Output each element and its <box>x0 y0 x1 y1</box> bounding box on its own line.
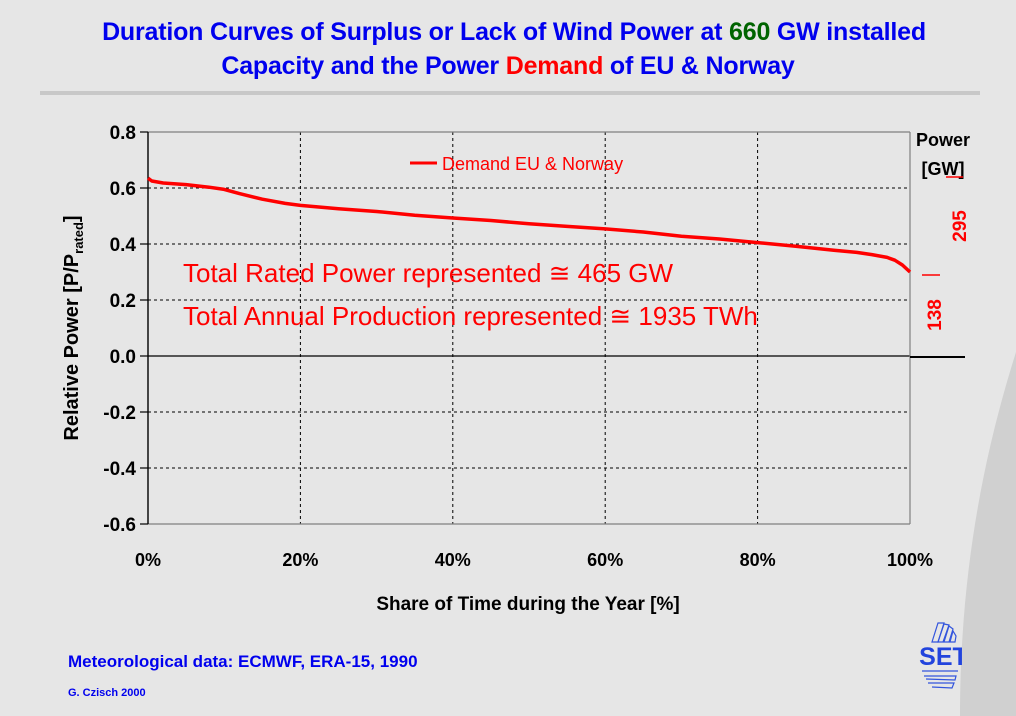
legend-label-demand: Demand EU & Norway <box>442 154 623 174</box>
x-tick-labels: 0% 20% 40% 60% 80% 100% <box>135 550 933 570</box>
y-tick-label: 0.6 <box>110 179 136 200</box>
y-tick-label: 0.4 <box>110 235 137 256</box>
title-text: of EU & Norway <box>603 52 795 80</box>
logo-text: ISET <box>918 643 962 671</box>
secondary-power-axis: Power [GW] 295 138 <box>910 130 971 358</box>
x-tick-label: 60% <box>587 550 623 570</box>
x-tick-label: 80% <box>740 550 776 570</box>
title-underline <box>40 91 980 95</box>
annotation-annual-production: Total Annual Production represented ≅ 19… <box>183 301 758 331</box>
secondary-axis-label-unit: [GW] <box>922 159 965 179</box>
secondary-tick-295: 295 <box>950 210 971 242</box>
background-light-fill <box>0 0 925 716</box>
title-text: Duration Curves of Surplus or Lack of Wi… <box>102 18 730 46</box>
title-text: GW installed <box>770 18 926 46</box>
title-line-1: Duration Curves of Surplus or Lack of Wi… <box>6 18 1016 47</box>
iset-logo: ISET <box>918 622 962 689</box>
author-credit: G. Czisch 2000 <box>68 687 146 699</box>
series-points-demand <box>147 178 911 273</box>
y-axis-label-end: ] <box>61 215 83 222</box>
y-axis-label-main: Relative Power [P/P <box>61 254 83 441</box>
secondary-tick-138: 138 <box>925 299 946 331</box>
series-line-demand <box>146 176 912 274</box>
y-tick-label: 0.8 <box>110 123 136 144</box>
title-demand-highlight: Demand <box>505 52 604 80</box>
logo-stripes-bottom <box>922 670 958 689</box>
x-tick-label: 20% <box>282 550 318 570</box>
y-tick-label: 0.2 <box>110 291 136 312</box>
grid <box>148 132 910 524</box>
y-tick-label: -0.2 <box>103 403 136 424</box>
data-source-note: Meteorological data: ECMWF, ERA-15, 1990 <box>68 652 418 671</box>
title-line-2: Capacity and the Power Demand of EU & No… <box>0 52 1016 81</box>
legend: Demand EU & Norway <box>410 154 623 174</box>
x-axis-label: Share of Time during the Year [%] <box>376 594 679 615</box>
y-tick-label: -0.6 <box>103 515 136 536</box>
y-tick-label: -0.4 <box>103 459 136 480</box>
y-axis-label: Relative Power [P/Prated] <box>61 215 86 440</box>
secondary-axis-label-power: Power <box>916 130 970 150</box>
y-tick-label: 0.0 <box>110 347 136 368</box>
annotation-rated-power: Total Rated Power represented ≅ 465 GW <box>183 258 673 288</box>
x-tick-label: 0% <box>135 550 161 570</box>
logo-stripes-top <box>931 622 957 643</box>
x-tick-label: 40% <box>435 550 471 570</box>
title-capacity-highlight: 660 <box>729 18 771 46</box>
title-text: Capacity and the Power <box>221 52 506 80</box>
y-axis-label-subscript: rated <box>71 222 86 254</box>
axes <box>140 131 911 525</box>
y-tick-labels: 0.8 0.6 0.4 0.2 0.0 -0.2 -0.4 -0.6 <box>103 123 136 536</box>
x-tick-label: 100% <box>887 550 933 570</box>
